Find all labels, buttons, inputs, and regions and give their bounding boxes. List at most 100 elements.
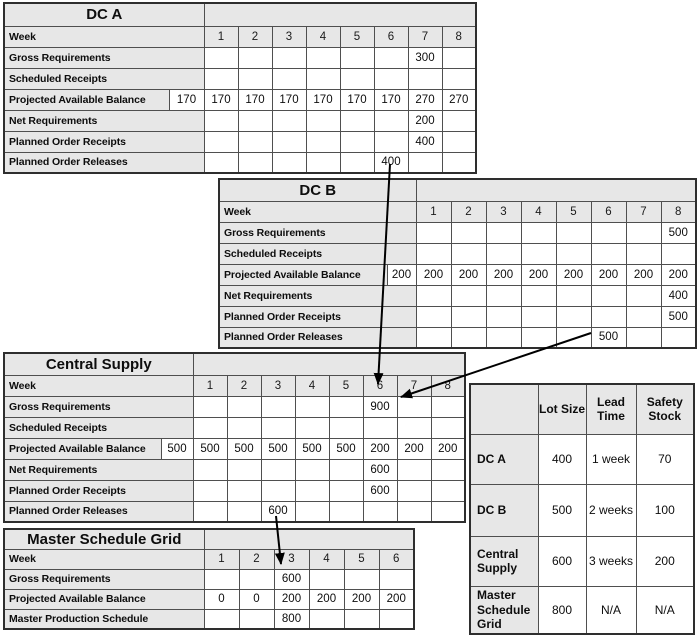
value-cell xyxy=(441,130,477,153)
value-cell xyxy=(305,151,341,174)
value-cell xyxy=(271,151,307,174)
value-cell xyxy=(450,305,487,328)
week-header-cell: 3 xyxy=(273,548,310,570)
row-label: Planned Order Receipts xyxy=(3,130,205,153)
initial-balance-cell: 500 xyxy=(160,437,194,460)
table-row: Week 1 2 3 4 5 6 xyxy=(3,548,415,570)
value-cell xyxy=(441,151,477,174)
value-cell xyxy=(328,500,364,523)
params-row-label: Central Supply xyxy=(469,535,539,587)
value-cell xyxy=(260,395,296,418)
value-cell xyxy=(237,151,273,174)
value-cell xyxy=(590,221,627,244)
table-row: Projected Available Balance 200 200 200 200 2… xyxy=(218,263,697,286)
value-cell: 200 xyxy=(396,437,432,460)
table-row: Planned Order Receipts 500 xyxy=(218,305,697,328)
value-cell xyxy=(192,395,228,418)
value-cell: 600 xyxy=(273,568,310,590)
value-cell xyxy=(485,326,522,349)
week-header-cell: 2 xyxy=(450,200,487,223)
lot-size-value: 500 xyxy=(537,483,587,537)
value-cell xyxy=(237,46,273,69)
value-cell xyxy=(520,284,557,307)
row-label: Scheduled Receipts xyxy=(218,242,417,265)
value-cell: 170 xyxy=(203,88,239,111)
value-cell xyxy=(625,326,662,349)
value-cell xyxy=(396,458,432,481)
value-cell xyxy=(625,242,662,265)
value-cell xyxy=(226,479,262,502)
value-cell xyxy=(590,242,627,265)
row-label: Net Requirements xyxy=(3,458,194,481)
value-cell: 170 xyxy=(271,88,307,111)
row-label: Gross Requirements xyxy=(3,395,194,418)
table-row: DC A xyxy=(3,2,477,27)
row-label: Planned Order Releases xyxy=(3,151,205,174)
initial-balance-cell: 170 xyxy=(168,88,205,111)
value-cell xyxy=(362,500,398,523)
week-header-cell: 5 xyxy=(555,200,592,223)
value-cell xyxy=(339,151,375,174)
value-cell: 0 xyxy=(203,588,240,610)
value-cell: 600 xyxy=(362,479,398,502)
value-cell xyxy=(441,109,477,132)
week-header-cell: 1 xyxy=(192,374,228,397)
week-header-cell: 3 xyxy=(271,25,307,48)
value-cell xyxy=(415,326,452,349)
value-cell: 200 xyxy=(415,263,452,286)
value-cell xyxy=(308,608,345,630)
value-cell xyxy=(226,500,262,523)
value-cell xyxy=(328,395,364,418)
value-cell xyxy=(520,221,557,244)
value-cell xyxy=(396,479,432,502)
week-header-cell: 6 xyxy=(373,25,409,48)
value-cell xyxy=(590,284,627,307)
value-cell: 500 xyxy=(328,437,364,460)
value-cell xyxy=(660,242,697,265)
week-header-cell: 2 xyxy=(238,548,275,570)
row-label: Net Requirements xyxy=(3,109,205,132)
table-row: Planned Order Receipts 400 xyxy=(3,130,477,153)
row-label: Planned Order Releases xyxy=(3,500,194,523)
title-spacer xyxy=(203,2,477,27)
row-label: Gross Requirements xyxy=(3,46,205,69)
value-cell: 500 xyxy=(660,305,697,328)
lead-time-value: N/A xyxy=(585,585,637,635)
table-row: Gross Requirements 900 xyxy=(3,395,466,418)
title-spacer xyxy=(415,178,697,202)
value-cell xyxy=(271,130,307,153)
value-cell xyxy=(415,242,452,265)
value-cell xyxy=(271,67,307,90)
value-cell xyxy=(373,130,409,153)
value-cell xyxy=(555,305,592,328)
dc-b-table: DC B Week 1 2 3 4 5 6 7 8 Gross Requirements 500 Sch… xyxy=(218,178,697,349)
value-cell: 200 xyxy=(362,437,398,460)
value-cell: 170 xyxy=(373,88,409,111)
row-label: Planned Order Releases xyxy=(218,326,417,349)
value-cell xyxy=(373,46,409,69)
central-supply-title: Central Supply xyxy=(3,352,194,376)
value-cell xyxy=(373,67,409,90)
value-cell xyxy=(625,284,662,307)
value-cell xyxy=(343,608,380,630)
lead-time-value: 1 week xyxy=(585,433,637,485)
value-cell xyxy=(294,479,330,502)
row-label: Scheduled Receipts xyxy=(3,67,205,90)
week-header-cell: 4 xyxy=(308,548,345,570)
value-cell: 200 xyxy=(343,588,380,610)
value-cell xyxy=(192,500,228,523)
week-header-cell: 5 xyxy=(343,548,380,570)
row-label: Master Production Schedule xyxy=(3,608,205,630)
row-label: Planned Order Receipts xyxy=(3,479,194,502)
value-cell: 200 xyxy=(308,588,345,610)
table-row: Week 1 2 3 4 5 6 7 8 xyxy=(218,200,697,223)
planning-parameters-table: Lot Size Lead Time Safety Stock DC A 400 1 we… xyxy=(469,383,695,635)
value-cell xyxy=(203,130,239,153)
value-cell xyxy=(625,221,662,244)
value-cell xyxy=(430,458,466,481)
value-cell xyxy=(450,326,487,349)
value-cell xyxy=(237,109,273,132)
table-row: Planned Order Releases 500 xyxy=(218,326,697,349)
week-header-cell: 3 xyxy=(260,374,296,397)
